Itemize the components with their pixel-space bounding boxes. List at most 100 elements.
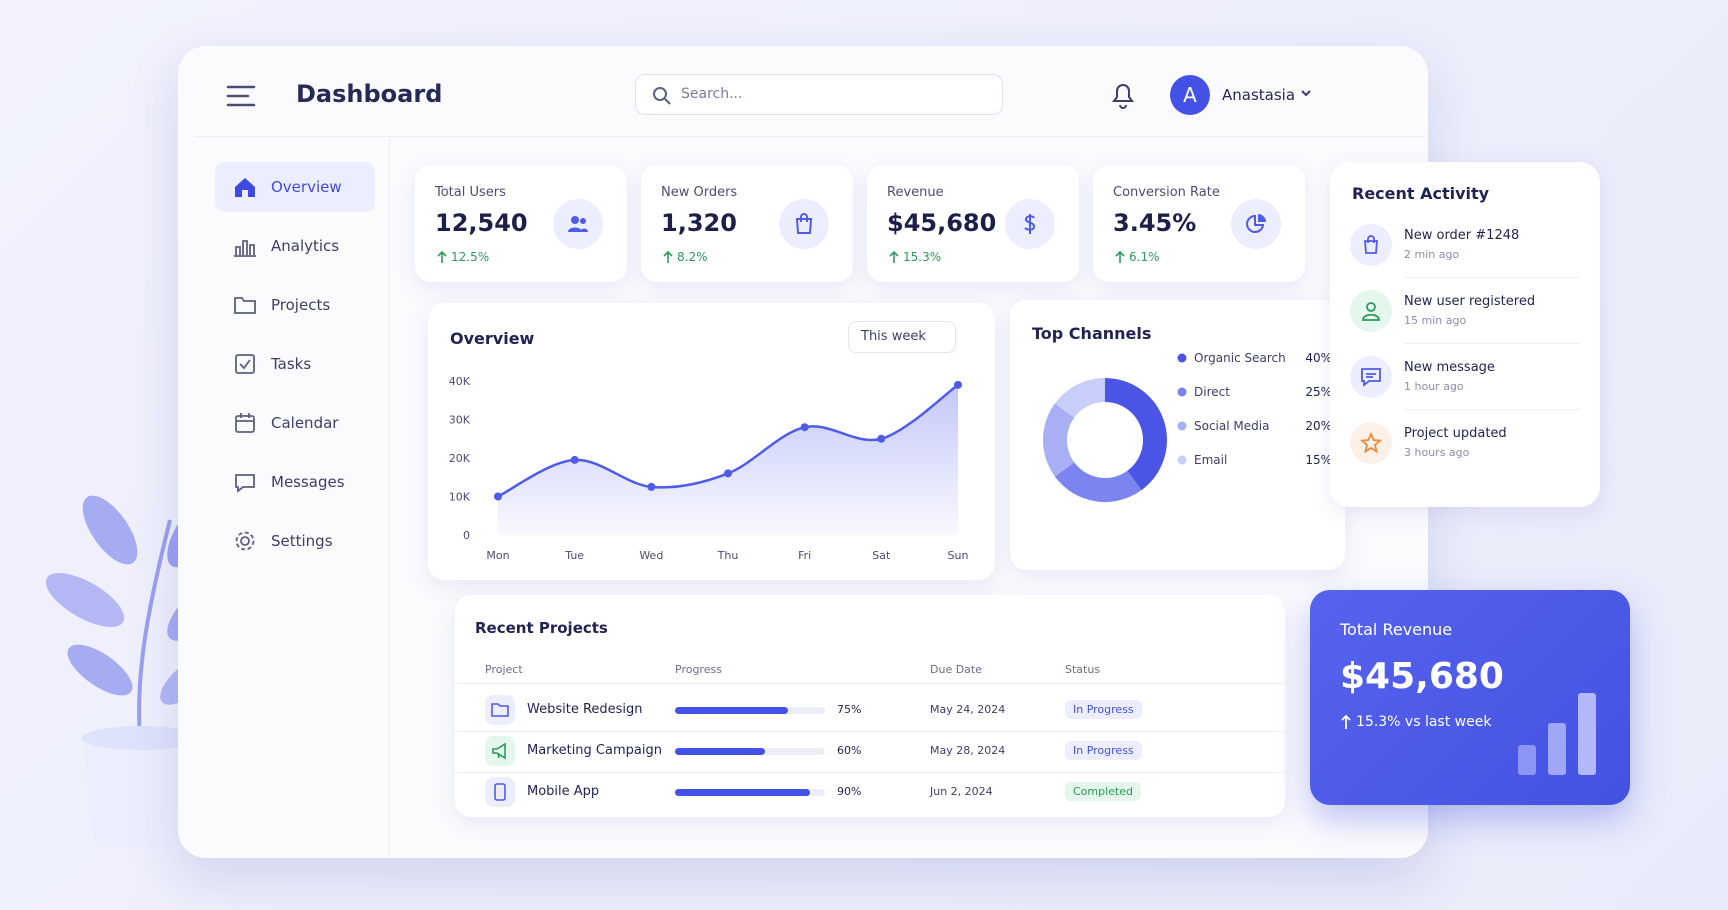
activity-title: New user registered bbox=[1404, 294, 1536, 309]
nav-item[interactable]: Overview bbox=[215, 162, 375, 212]
y-tick-label: 0 bbox=[463, 529, 470, 542]
legend-label: Social Media bbox=[1194, 419, 1269, 433]
up-arrow bbox=[1115, 251, 1125, 263]
range-dropdown[interactable]: This week bbox=[848, 321, 956, 353]
donut-segment bbox=[1054, 462, 1142, 502]
divider bbox=[1404, 343, 1580, 344]
stat-change: 6.1% bbox=[1129, 250, 1160, 264]
bars-decoration bbox=[1518, 693, 1596, 775]
progress-label: 75% bbox=[837, 703, 862, 716]
stat-value: $45,680 bbox=[887, 209, 997, 237]
nav-icon bbox=[235, 178, 255, 197]
divider bbox=[455, 731, 1285, 732]
icon bbox=[1362, 302, 1380, 321]
nav-item[interactable]: Messages bbox=[215, 457, 375, 507]
stat-change: 8.2% bbox=[677, 250, 708, 264]
stat-change: 15.3% bbox=[903, 250, 942, 264]
area-fill bbox=[498, 384, 958, 535]
progress-label: 90% bbox=[837, 785, 862, 798]
search-box[interactable]: Search... bbox=[635, 74, 1003, 115]
due-date: May 24, 2024 bbox=[930, 703, 1006, 716]
arrow-path bbox=[437, 251, 447, 263]
divider bbox=[1404, 409, 1580, 410]
card-title: Recent Projects bbox=[475, 619, 608, 637]
y-tick-label: 40K bbox=[449, 375, 471, 388]
x-tick-label: Tue bbox=[564, 549, 584, 562]
project-icon bbox=[485, 777, 515, 807]
stat-card: Conversion Rate 3.45% 6.1% bbox=[1093, 165, 1305, 282]
card-title: Total Revenue bbox=[1340, 620, 1453, 639]
progress-bar bbox=[675, 707, 788, 714]
y-tick-label: 10K bbox=[449, 491, 471, 504]
project-row: Mobile App 90% Jun 2, 2024 Completed bbox=[455, 773, 1285, 813]
bell-icon[interactable] bbox=[1110, 80, 1136, 110]
menu-icon[interactable] bbox=[226, 84, 256, 108]
stat-change: 12.5% bbox=[451, 250, 490, 264]
status-badge: Completed bbox=[1065, 782, 1141, 801]
icon bbox=[494, 783, 506, 801]
x-tick-label: Mon bbox=[486, 549, 509, 562]
icon bbox=[1024, 214, 1036, 234]
nav-label: Projects bbox=[271, 296, 331, 314]
divider bbox=[455, 683, 1285, 684]
point bbox=[954, 380, 962, 389]
nav-label: Tasks bbox=[271, 355, 312, 373]
avatar[interactable]: A bbox=[1170, 75, 1210, 115]
legend-value: 40% bbox=[1305, 351, 1332, 365]
project-icon bbox=[485, 736, 515, 766]
progress-bar bbox=[675, 748, 765, 755]
activity-time: 15 min ago bbox=[1404, 314, 1467, 327]
x-tick-label: Wed bbox=[639, 549, 663, 562]
stat-card: Total Users 12,540 12.5% bbox=[415, 165, 627, 282]
activity-icon bbox=[1350, 422, 1392, 464]
legend-label: Direct bbox=[1194, 385, 1230, 399]
project-icon bbox=[485, 695, 515, 725]
donut-segment bbox=[1054, 378, 1105, 418]
x-tick-label: Sun bbox=[948, 549, 969, 562]
up-arrow bbox=[437, 251, 447, 263]
point bbox=[494, 492, 502, 501]
line-chart: 0 10K 20K 30K 40K Mon Tue Wed Thu Fri Sat Sun bbox=[449, 375, 969, 562]
channels-card: Top Channels Organic Search 40% Direct 25% S… bbox=[1010, 300, 1345, 570]
nav-item[interactable]: Settings bbox=[215, 516, 375, 566]
legend-dot bbox=[1177, 455, 1187, 465]
project-row: Website Redesign 75% May 24, 2024 In Progre… bbox=[455, 691, 1285, 732]
point bbox=[570, 455, 579, 464]
stat-icon bbox=[553, 199, 603, 249]
nav-label: Messages bbox=[271, 473, 345, 491]
stat-icon bbox=[1231, 199, 1281, 249]
activity-title: Project updated bbox=[1404, 426, 1507, 441]
stat-value: 3.45% bbox=[1113, 209, 1197, 237]
donut-segment bbox=[1043, 403, 1075, 477]
icon bbox=[568, 216, 588, 232]
column-header: Status bbox=[1065, 663, 1101, 676]
donut-chart: Organic Search 40% Direct 25% Social Media 20… bbox=[1043, 351, 1332, 502]
up-arrow bbox=[889, 251, 899, 263]
legend-label: Email bbox=[1194, 453, 1227, 467]
point bbox=[877, 434, 886, 443]
nav-icon bbox=[234, 240, 256, 257]
project-row: Marketing Campaign 60% May 28, 2024 In Prog… bbox=[455, 732, 1285, 773]
column-header: Due Date bbox=[930, 663, 982, 676]
legend-dot bbox=[1177, 353, 1187, 363]
projects-card: Recent Projects Project Progress Due Date S… bbox=[455, 595, 1285, 817]
stat-label: Conversion Rate bbox=[1113, 185, 1220, 200]
user-name[interactable]: Anastasia bbox=[1222, 86, 1296, 104]
search-placeholder: Search... bbox=[681, 86, 743, 102]
progress-label: 60% bbox=[837, 744, 862, 757]
stat-icon bbox=[779, 199, 829, 249]
nav-item[interactable]: Analytics bbox=[215, 221, 375, 271]
legend-label: Organic Search bbox=[1194, 351, 1286, 365]
icon bbox=[795, 213, 813, 234]
nav-item[interactable]: Calendar bbox=[215, 398, 375, 448]
nav-item[interactable]: Tasks bbox=[215, 339, 375, 389]
revenue-value: $45,680 bbox=[1340, 656, 1504, 697]
search-icon bbox=[653, 87, 671, 105]
column-header: Project bbox=[485, 663, 523, 676]
project-name: Mobile App bbox=[527, 784, 600, 799]
legend-dot bbox=[1177, 421, 1187, 431]
card-title: Top Channels bbox=[1032, 324, 1152, 343]
up-arrow bbox=[663, 251, 673, 263]
nav-item[interactable]: Projects bbox=[215, 280, 375, 330]
